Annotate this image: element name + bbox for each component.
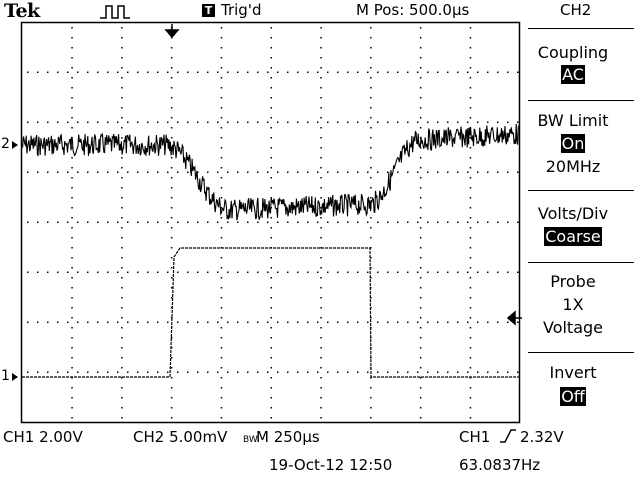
trigger-level-readout: 2.32V bbox=[520, 428, 564, 446]
ch1-marker-label: 1 bbox=[1, 368, 10, 384]
menu-item-label: Invert bbox=[549, 363, 597, 382]
probe-value: 1X bbox=[562, 295, 584, 314]
trigger-status: T Trig'd bbox=[202, 1, 261, 19]
coupling-value: AC bbox=[561, 65, 585, 84]
graticule-grid bbox=[27, 27, 519, 419]
trigger-icon: T bbox=[202, 4, 215, 17]
brand-logo: Tek bbox=[4, 0, 40, 22]
menu-channel-title: CH2 bbox=[560, 1, 592, 19]
ch1-scale-readout: CH1 2.00V bbox=[3, 428, 83, 446]
menu-divider bbox=[528, 262, 634, 263]
timebase-readout: M 250µs bbox=[256, 428, 320, 446]
bw-limit-value: On bbox=[560, 134, 586, 153]
trigger-state: Trig'd bbox=[221, 1, 262, 19]
trigger-source-readout: CH1 bbox=[459, 428, 491, 446]
menu-divider bbox=[528, 100, 634, 101]
menu-item-label: BW Limit bbox=[537, 111, 609, 130]
menu-item-label: Volts/Div bbox=[537, 204, 609, 223]
trigger-level-marker-icon bbox=[506, 310, 522, 326]
trigger-position-marker-icon bbox=[164, 24, 180, 39]
graticule-border bbox=[20, 21, 521, 424]
ch2-scale-readout: CH2 5.00mV bbox=[133, 428, 228, 446]
bw-limit-extra: 20MHz bbox=[545, 157, 601, 176]
frequency-readout: 63.0837Hz bbox=[459, 456, 541, 474]
ch2-marker-label: 2 bbox=[1, 136, 10, 152]
ch1-waveform bbox=[22, 247, 520, 378]
menu-item-label: Coupling bbox=[537, 43, 609, 62]
date-time-readout: 19-Oct-12 12:50 bbox=[269, 456, 393, 474]
ch2-ground-marker-icon bbox=[12, 141, 18, 149]
menu-divider bbox=[528, 352, 634, 353]
invert-value: Off bbox=[560, 387, 586, 406]
ch2-waveform bbox=[21, 123, 521, 221]
probe-extra: Voltage bbox=[542, 318, 603, 337]
menu-divider bbox=[528, 28, 634, 29]
menu-divider bbox=[528, 190, 634, 191]
menu-item-label: Probe bbox=[550, 272, 596, 291]
horizontal-position: M Pos: 500.0µs bbox=[356, 1, 470, 19]
volts-div-value: Coarse bbox=[544, 227, 602, 246]
ch1-ground-marker-icon bbox=[12, 373, 18, 381]
bw-limit-icon: BW bbox=[243, 435, 258, 445]
